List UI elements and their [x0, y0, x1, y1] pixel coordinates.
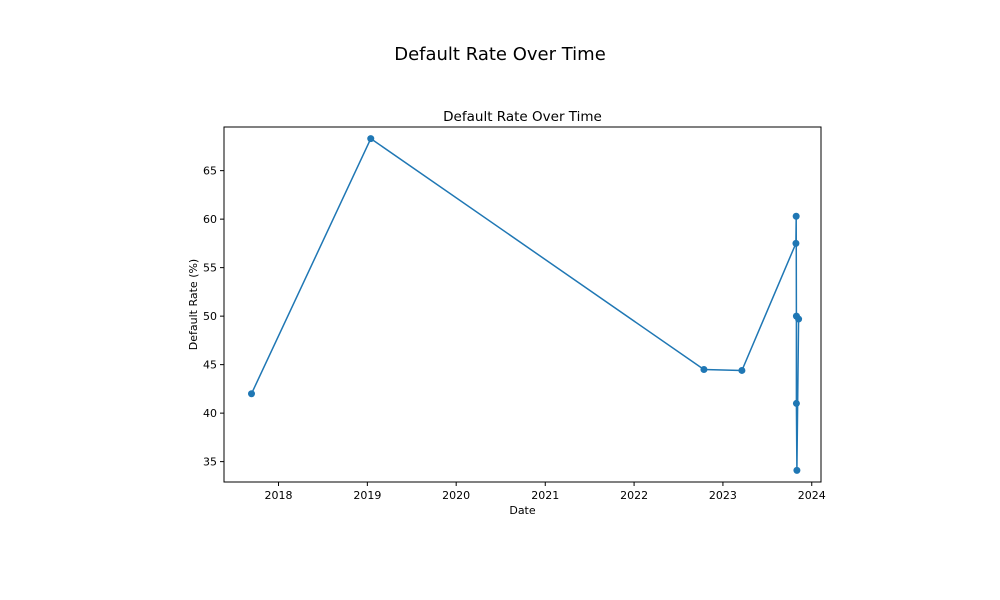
x-tick-label: 2018: [265, 489, 293, 502]
x-tick-label: 2024: [798, 489, 826, 502]
y-axis-label: Default Rate (%): [187, 259, 200, 350]
plot-frame: [223, 126, 822, 483]
series-layer: [248, 135, 803, 474]
data-point: [792, 239, 800, 247]
x-tick-label: 2022: [620, 489, 648, 502]
series-line: [250, 137, 800, 472]
y-tick-label: 45: [203, 359, 217, 372]
data-point: [248, 390, 256, 398]
data-point: [792, 399, 800, 407]
data-point: [738, 366, 746, 374]
y-tick-label: 65: [203, 165, 217, 178]
x-tick-label: 2020: [442, 489, 470, 502]
data-point: [795, 315, 803, 323]
figure-title: Default Rate Over Time: [394, 44, 606, 65]
data-point: [700, 365, 708, 373]
y-tick-label: 50: [203, 310, 217, 323]
y-tick-label: 40: [203, 407, 217, 420]
plot-area: [223, 126, 822, 483]
y-tick-label: 60: [203, 213, 217, 226]
x-tick-label: 2019: [353, 489, 381, 502]
axes-title: Default Rate Over Time: [443, 109, 602, 125]
y-tick-label: 55: [203, 262, 217, 275]
x-axis-label: Date: [509, 504, 536, 517]
x-tick-label: 2021: [531, 489, 559, 502]
x-axis-ticks: 2018 2019 2020 2021 2022 2023 2024: [265, 482, 826, 502]
y-axis-ticks: 35 40 45 50 55 60 65: [203, 165, 224, 469]
y-tick-label: 35: [203, 456, 217, 469]
x-tick-label: 2023: [709, 489, 737, 502]
data-point: [367, 135, 375, 143]
data-point: [793, 466, 801, 474]
data-point: [792, 212, 800, 220]
